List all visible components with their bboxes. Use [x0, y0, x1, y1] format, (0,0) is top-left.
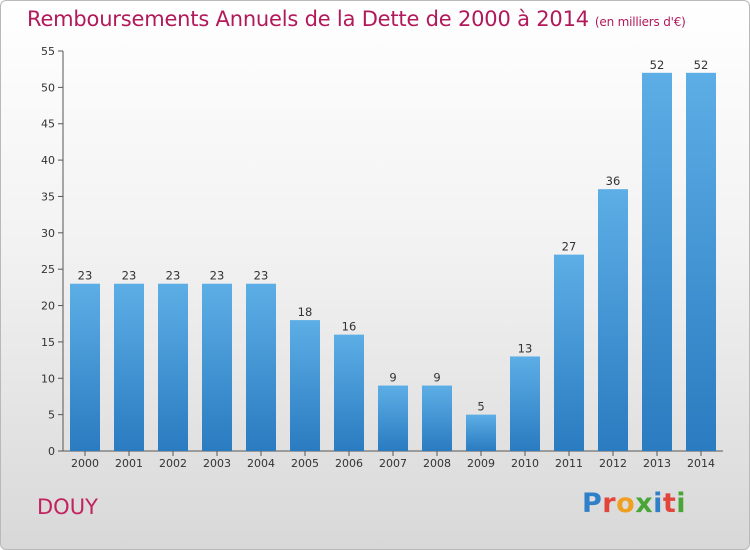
data-label-2009: 5	[477, 400, 484, 414]
data-label-2005: 18	[298, 305, 313, 319]
data-label-2001: 23	[122, 269, 137, 283]
data-label-2008: 9	[433, 371, 440, 385]
data-label-2000: 23	[78, 269, 93, 283]
data-label-2006: 16	[342, 320, 357, 334]
data-label-2012: 36	[606, 174, 621, 188]
x-tick-label: 2006	[335, 457, 363, 470]
x-tick-label: 2002	[159, 457, 187, 470]
chart-title: Remboursements Annuels de la Dette de 20…	[27, 7, 686, 31]
bar-2013	[642, 72, 672, 452]
bar-2009	[466, 414, 496, 451]
x-tick-label: 2012	[599, 457, 627, 470]
y-tick-label: 55	[41, 45, 55, 58]
bar-2003	[202, 283, 232, 451]
x-tick-label: 2008	[423, 457, 451, 470]
data-label-2011: 27	[562, 240, 577, 254]
y-tick-label: 15	[41, 336, 55, 349]
logo-letter: t	[662, 488, 677, 519]
data-label-2010: 13	[518, 341, 533, 355]
y-axis: 0 5 10 15 20 25 30 35 40 45 50 55	[41, 45, 64, 458]
x-tick-label: 2003	[203, 457, 231, 470]
x-tick-label: 2000	[71, 457, 99, 470]
logo-letter: r	[602, 488, 617, 519]
proxiti-logo: Proxiti	[582, 488, 686, 519]
x-tick-label: 2009	[467, 457, 495, 470]
chart-unit: (en milliers d'€)	[594, 15, 686, 29]
bar-2002	[158, 283, 188, 451]
bar-2001	[114, 283, 144, 451]
x-tick-label: 2007	[379, 457, 407, 470]
bar-2014	[686, 72, 716, 452]
data-label-2013: 52	[650, 58, 665, 72]
x-tick-label: 2001	[115, 457, 143, 470]
x-tick-label: 2013	[643, 457, 671, 470]
logo-letter: i	[653, 488, 663, 519]
data-label-2003: 23	[210, 269, 225, 283]
bar-2005	[290, 320, 320, 451]
city-name: DOUY	[37, 495, 98, 519]
data-label-2004: 23	[254, 269, 269, 283]
y-tick-label: 5	[48, 409, 55, 422]
y-tick-label: 20	[41, 300, 55, 313]
bar-2011	[554, 254, 584, 451]
x-tick-label: 2010	[511, 457, 539, 470]
x-tick-label: 2014	[687, 457, 715, 470]
y-tick-label: 10	[41, 372, 55, 385]
y-tick-label: 40	[41, 154, 55, 167]
data-label-2014: 52	[694, 58, 709, 72]
bar-2006	[334, 334, 364, 451]
bar-2010	[510, 356, 540, 451]
y-tick-label: 50	[41, 81, 55, 94]
logo-letter: P	[582, 488, 603, 519]
logo-letter: i	[676, 488, 687, 519]
x-tick-label: 2005	[291, 457, 319, 470]
data-label-2007: 9	[389, 371, 396, 385]
data-labels: 23 23 23 23 23 18 16 9 9 5 13 27 36 52 52	[78, 58, 709, 414]
y-tick-label: 35	[41, 190, 55, 203]
bar-2004	[246, 283, 276, 451]
y-tick-label: 25	[41, 263, 55, 276]
chart-title-text: Remboursements Annuels de la Dette de 20…	[27, 7, 589, 31]
logo-letter: o	[616, 488, 636, 519]
bar-2012	[598, 189, 628, 451]
bar-2000	[70, 283, 100, 451]
bars	[70, 72, 716, 452]
x-tick-label: 2011	[555, 457, 583, 470]
data-label-2002: 23	[166, 269, 181, 283]
x-axis: 2000 2001 2002 2003 2004 2005 2006 2007 2008 2009…	[63, 450, 723, 470]
y-tick-label: 30	[41, 227, 55, 240]
x-tick-label: 2004	[247, 457, 275, 470]
bar-2007	[378, 385, 408, 451]
y-tick-label: 45	[41, 118, 55, 131]
bar-2008	[422, 385, 452, 451]
logo-letter: x	[635, 488, 654, 519]
y-tick-label: 0	[48, 445, 55, 458]
